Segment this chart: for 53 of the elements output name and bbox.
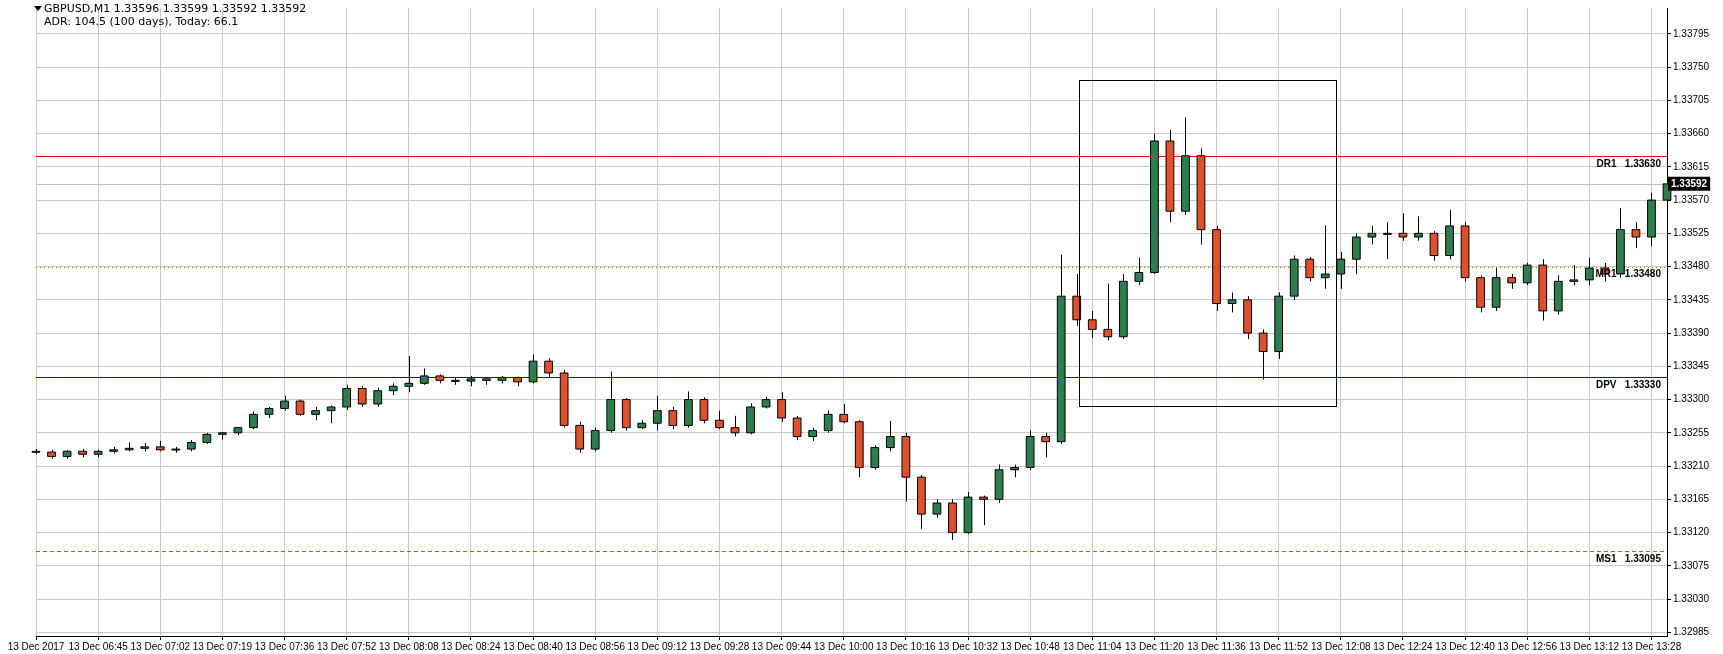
chart-title: GBPUSD,M1 1.33596 1.33599 1.33592 1.33592 [44,2,307,15]
ref-line-label: DPV 1.33330 [1595,379,1662,391]
y-tick-label: 1.33345 [1673,360,1710,372]
y-tick-label: 1.33165 [1673,493,1710,505]
x-tick-label: 13 Dec 11:04 [1062,640,1123,652]
y-tick-label: 1.33255 [1673,426,1710,438]
y-tick-label: 1.33435 [1673,293,1710,305]
y-tick-label: 1.33705 [1673,94,1710,106]
x-tick-label: 13 Dec 07:02 [130,640,191,652]
y-tick-label: 1.33075 [1673,559,1710,571]
y-tick-label: 1.33570 [1673,193,1710,205]
x-tick-label: 13 Dec 13:12 [1559,640,1620,652]
x-tick-label: 13 Dec 10:16 [876,640,937,652]
ref-line-label: 1.33592 [1671,177,1708,189]
y-tick-label: 1.33210 [1673,459,1710,471]
y-tick-label: 1.33390 [1673,326,1710,338]
x-tick-label: 13 Dec 10:48 [1000,640,1061,652]
y-tick-label: 1.33300 [1673,393,1710,405]
y-tick-label: 1.33660 [1673,127,1710,139]
ref-line-label: MS1 1.33095 [1595,552,1662,564]
y-tick-label: 1.33795 [1673,27,1710,39]
x-tick-label: 13 Dec 12:08 [1311,640,1371,652]
x-tick-label: 13 Dec 08:40 [503,640,564,652]
x-tick-label: 13 Dec 09:44 [751,640,812,652]
x-tick-label: 13 Dec 11:52 [1249,640,1309,652]
y-tick-label: 1.33030 [1673,592,1710,604]
y-tick-label: 1.33750 [1673,60,1710,72]
y-tick-label: 1.33120 [1673,526,1710,538]
x-tick-label: 13 Dec 09:28 [689,640,750,652]
x-tick-label: 13 Dec 12:56 [1497,640,1558,652]
x-tick-label: 13 Dec 07:36 [254,640,315,652]
x-tick-label: 13 Dec 10:00 [813,640,874,652]
x-tick-label: 13 Dec 07:19 [192,640,253,652]
x-tick-label: 13 Dec 10:32 [938,640,999,652]
y-tick-label: 1.33480 [1673,260,1710,272]
x-tick-label: 13 Dec 11:36 [1187,640,1247,652]
y-tick-label: 1.32985 [1673,626,1710,638]
x-tick-label: 13 Dec 08:56 [565,640,626,652]
x-tick-label: 13 Dec 08:08 [379,640,439,652]
x-tick-label: 13 Dec 06:45 [68,640,129,652]
ref-line-label: DR1 1.33630 [1596,157,1662,169]
y-tick-label: 1.33615 [1673,160,1710,172]
x-tick-label: 13 Dec 11:20 [1125,640,1185,652]
x-tick-label: 13 Dec 12:24 [1373,640,1434,652]
text: ADR: 104.5 (100 days), Today: 66.1 [44,15,240,28]
x-tick-label: 13 Dec 2017 [7,640,65,652]
x-tick-label: 13 Dec 12:40 [1435,640,1496,652]
x-tick-label: 13 Dec 09:12 [627,640,688,652]
x-tick-label: 13 Dec 07:52 [316,640,377,652]
y-tick-label: 1.33525 [1673,227,1710,239]
candlestick [777,391,786,423]
x-tick-label: 13 Dec 08:24 [441,640,502,652]
x-tick-label: 13 Dec 13:28 [1621,640,1682,652]
